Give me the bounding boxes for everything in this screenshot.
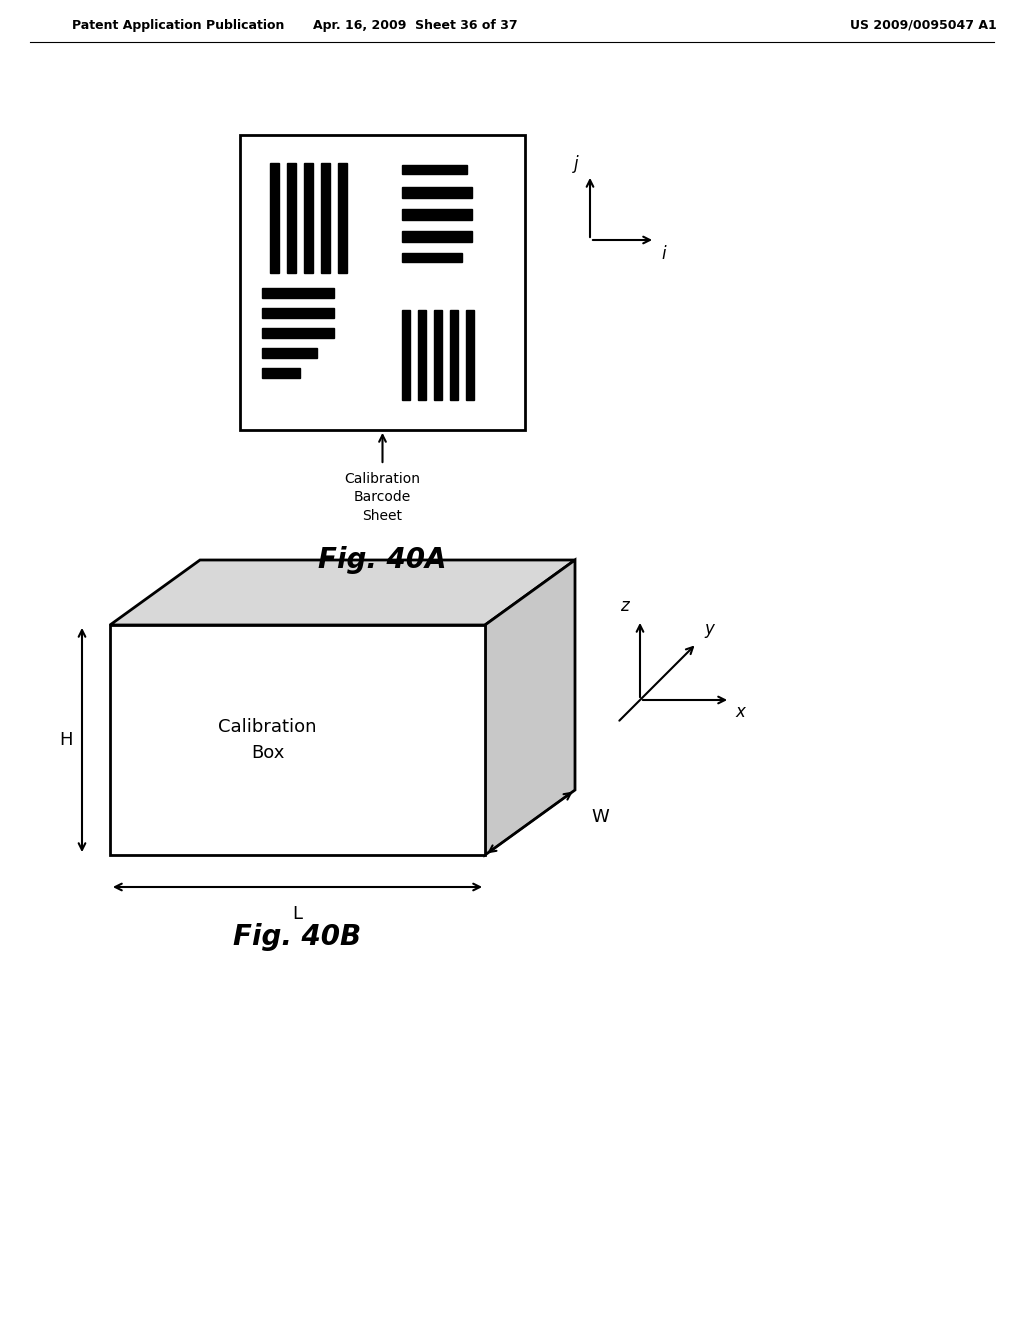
Bar (402, 187, 472, 198)
Bar (287, 162, 296, 273)
Bar (434, 310, 442, 400)
Text: i: i (662, 246, 666, 263)
Polygon shape (110, 560, 575, 624)
Bar (240, 135, 525, 430)
Bar (402, 253, 462, 261)
Text: L: L (293, 906, 302, 923)
Polygon shape (485, 560, 575, 855)
Text: Patent Application Publication: Patent Application Publication (72, 18, 285, 32)
Bar (402, 310, 410, 400)
Text: Fig. 40A: Fig. 40A (318, 546, 446, 574)
Text: US 2009/0095047 A1: US 2009/0095047 A1 (850, 18, 996, 32)
Bar (262, 308, 334, 318)
Bar (450, 310, 458, 400)
Text: y: y (705, 620, 715, 639)
Bar (304, 162, 313, 273)
Text: z: z (620, 597, 629, 615)
Text: j: j (573, 154, 579, 173)
Bar (418, 310, 426, 400)
Bar (270, 162, 279, 273)
Text: x: x (735, 704, 744, 721)
Bar (262, 288, 334, 298)
Bar (321, 162, 330, 273)
Bar (466, 310, 474, 400)
Bar (402, 165, 467, 174)
Bar (262, 348, 317, 358)
Bar (262, 368, 300, 378)
Polygon shape (110, 624, 485, 855)
Bar (338, 162, 347, 273)
Text: Apr. 16, 2009  Sheet 36 of 37: Apr. 16, 2009 Sheet 36 of 37 (312, 18, 517, 32)
Text: W: W (591, 808, 608, 826)
Text: H: H (59, 731, 73, 748)
Bar (402, 231, 472, 242)
Text: Calibration
Box: Calibration Box (218, 718, 316, 762)
Text: Fig. 40B: Fig. 40B (233, 923, 361, 950)
Bar (262, 327, 334, 338)
Bar (402, 209, 472, 220)
Text: Calibration
Barcode
Sheet: Calibration Barcode Sheet (344, 473, 421, 523)
